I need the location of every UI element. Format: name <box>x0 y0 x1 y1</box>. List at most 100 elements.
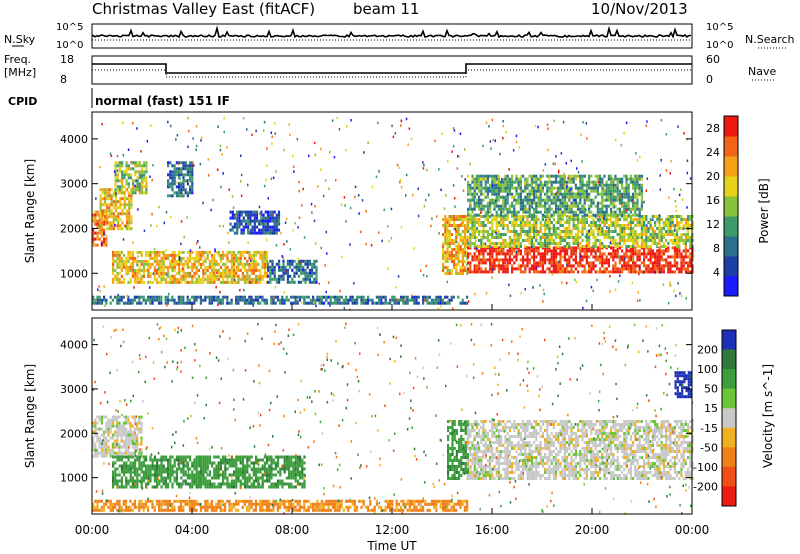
data-cell <box>233 231 237 235</box>
data-cell <box>94 448 97 452</box>
data-cell <box>105 240 108 244</box>
data-cell <box>466 301 469 305</box>
data-cell <box>275 262 278 266</box>
data-cell <box>182 274 185 278</box>
data-cell <box>634 252 637 256</box>
data-cell <box>621 233 624 236</box>
data-speck <box>236 266 238 269</box>
data-cell <box>548 227 551 230</box>
data-speck <box>137 208 139 211</box>
data-cell <box>125 256 128 260</box>
data-speck <box>326 252 328 255</box>
data-cell <box>444 251 447 254</box>
data-cell <box>508 242 511 245</box>
data-cell <box>284 271 287 275</box>
data-cell <box>592 221 595 224</box>
data-cell <box>588 267 591 271</box>
data-cell <box>504 189 507 193</box>
data-cell <box>671 221 674 224</box>
data-cell <box>467 252 470 256</box>
data-cell <box>300 271 303 275</box>
data-cell <box>673 242 676 245</box>
data-cell <box>607 258 610 262</box>
data-cell <box>171 176 174 180</box>
data-cell <box>204 268 207 272</box>
data-cell <box>167 173 170 177</box>
data-cell <box>103 231 106 235</box>
data-cell <box>411 298 414 302</box>
data-cell <box>667 218 670 221</box>
data-speck <box>502 136 504 140</box>
data-cell <box>687 264 690 268</box>
data-cell <box>136 170 139 174</box>
data-speck <box>451 150 453 153</box>
data-cell <box>548 224 551 227</box>
data-cell <box>270 295 273 299</box>
data-cell <box>581 180 584 184</box>
data-cell <box>588 264 591 268</box>
data-cell <box>110 209 113 213</box>
data-cell <box>585 236 588 239</box>
data-speck <box>181 267 184 270</box>
data-cell <box>459 266 462 269</box>
data-cell <box>517 242 520 245</box>
data-cell <box>116 188 119 192</box>
data-cell <box>384 301 387 305</box>
data-cell <box>568 204 571 208</box>
data-cell <box>264 222 267 226</box>
data-cell <box>156 262 159 266</box>
data-cell <box>618 192 621 196</box>
data-cell <box>585 186 588 190</box>
data-cell <box>563 213 566 217</box>
data-cell <box>599 270 602 274</box>
data-speck <box>670 159 672 163</box>
data-cell <box>557 233 560 236</box>
data-cell <box>550 233 553 236</box>
data-cell <box>308 262 311 266</box>
data-cell <box>114 433 117 437</box>
data-cell <box>541 270 544 274</box>
data-cell <box>638 174 641 178</box>
data-cell <box>537 198 540 202</box>
data-cell <box>132 188 135 192</box>
data-cell <box>508 245 511 248</box>
data-cell <box>489 198 492 202</box>
data-cell <box>632 195 635 199</box>
data-cell <box>654 230 657 233</box>
data-cell <box>535 186 538 190</box>
data-cell <box>208 277 211 281</box>
data-cell <box>632 198 635 202</box>
data-cell <box>471 255 474 259</box>
data-cell <box>112 206 115 210</box>
data-cell <box>459 248 462 251</box>
data-cell <box>601 242 604 245</box>
data-cell <box>638 224 641 227</box>
data-cell <box>167 161 170 165</box>
data-cell <box>552 195 555 199</box>
data-cell <box>502 258 505 262</box>
data-cell <box>489 252 492 256</box>
data-cell <box>605 198 608 202</box>
data-cell <box>546 218 549 221</box>
data-speck <box>453 129 456 132</box>
data-cell <box>656 252 659 256</box>
data-cell <box>428 301 431 305</box>
data-cell <box>656 255 659 259</box>
data-cell <box>237 250 240 254</box>
data-cell <box>502 210 505 214</box>
data-cell <box>632 242 635 245</box>
data-cell <box>349 295 352 299</box>
data-cell <box>689 236 692 239</box>
data-cell <box>557 227 560 230</box>
data-speck <box>343 307 346 310</box>
data-cell <box>448 301 451 305</box>
data-cell <box>362 301 365 305</box>
data-speck <box>504 261 506 265</box>
data-cell <box>300 265 303 269</box>
data-cell <box>651 239 654 242</box>
data-cell <box>484 177 487 181</box>
data-cell <box>264 210 267 214</box>
data-cell <box>623 264 626 268</box>
data-cell <box>638 213 641 217</box>
data-cell <box>596 201 599 205</box>
